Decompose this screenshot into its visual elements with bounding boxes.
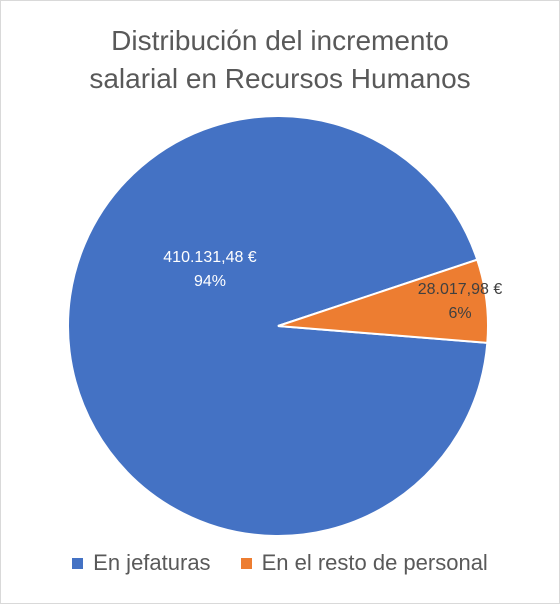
legend-label-resto-personal: En el resto de personal [261,550,488,575]
pie-slice-jefaturas [67,115,489,537]
chart-title-line-1: Distribución del incremento [111,25,449,56]
legend-item-jefaturas: En jefaturas [72,550,211,576]
data-label-percent-jefaturas: 94% [194,273,226,290]
data-label-percent-resto-personal: 6% [448,305,471,322]
legend-label-jefaturas: En jefaturas [93,550,211,575]
legend-item-resto-personal: En el resto de personal [240,550,488,576]
pie-slice-resto-personal [277,258,489,344]
data-label-value-jefaturas: 410.131,48 € [163,249,257,266]
chart-title-line-2: salarial en Recursos Humanos [89,63,471,94]
pie-slices [67,115,489,537]
legend-swatch-resto-personal [240,557,252,569]
legend-swatch-jefaturas [72,557,84,569]
legend: En jefaturas En el resto de personal [0,550,560,576]
data-label-value-resto-personal: 28.017,98 € [418,281,503,298]
pie-data-labels: 410.131,48 € 94% 28.017,98 € 6% [163,249,502,322]
chart-title: Distribución del incremento salarial en … [0,22,560,98]
